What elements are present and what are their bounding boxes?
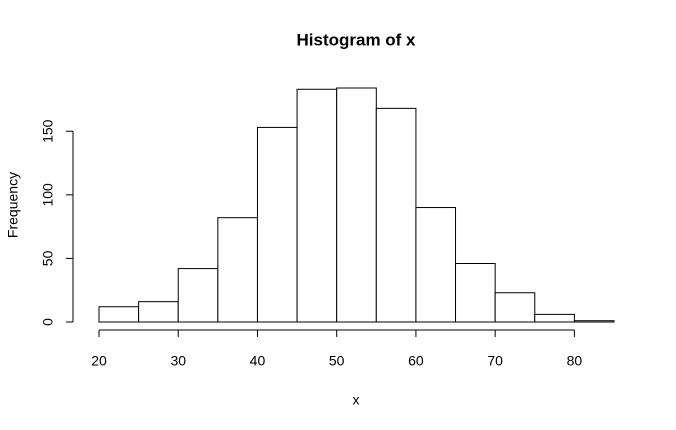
bar xyxy=(336,87,377,323)
bar xyxy=(534,313,575,323)
bar xyxy=(256,126,298,323)
x-tick-label: 80 xyxy=(567,353,583,369)
bar xyxy=(217,217,258,323)
y-tick-label: 100 xyxy=(40,183,56,207)
x-tick-label: 20 xyxy=(91,353,107,369)
x-axis-label: x xyxy=(353,392,360,408)
y-axis-label: Frequency xyxy=(5,172,21,238)
x-tick-label: 30 xyxy=(170,353,186,369)
bar xyxy=(138,301,179,323)
bar xyxy=(494,292,536,323)
x-tick-label: 60 xyxy=(408,353,424,369)
chart-title: Histogram of x xyxy=(296,30,416,49)
bar xyxy=(455,263,496,323)
bar xyxy=(177,268,219,323)
y-tick-label: 50 xyxy=(40,250,56,266)
x-tick-label: 70 xyxy=(487,353,503,369)
y-tick-label: 150 xyxy=(40,119,56,143)
x-tick-label: 50 xyxy=(329,353,345,369)
bar xyxy=(296,88,338,323)
bar xyxy=(415,207,457,323)
bar xyxy=(375,107,417,323)
y-tick-label: 0 xyxy=(40,318,56,326)
bar xyxy=(573,320,615,323)
bar xyxy=(98,306,140,323)
x-tick-label: 40 xyxy=(250,353,266,369)
